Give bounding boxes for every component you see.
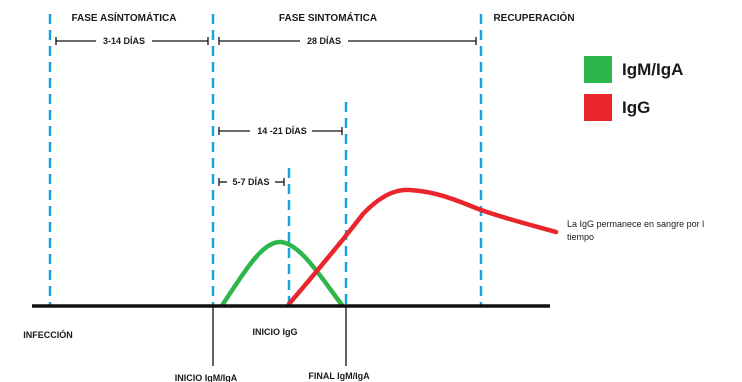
- symptomatic-duration-bracket: [218, 37, 477, 45]
- igg-onset-duration-label: 5-7 DÍAS: [232, 177, 269, 187]
- igg-onset-duration-bracket: [218, 178, 285, 186]
- igg-start-label: INICIO IgG: [253, 327, 298, 337]
- igg-curve: [286, 187, 559, 307]
- igm-window-duration-bracket: [218, 127, 343, 135]
- phase-asymptomatic-label: FASE ASÍNTOMÁTICA: [71, 11, 176, 24]
- incubation-duration-label: 3-14 DÍAS: [103, 36, 145, 46]
- igg-persistence-note-line1: La IgG permanece en sangre por l: [567, 219, 704, 229]
- igm-start-label: INICIO IgM/IgA: [175, 373, 238, 382]
- igm-window-duration-label: 14 -21 DÍAS: [257, 126, 307, 136]
- legend-igm-swatch: [584, 56, 612, 83]
- legend: IgM/IgA IgG: [584, 56, 683, 121]
- legend-igg-label: IgG: [622, 98, 650, 117]
- legend-igm-label: IgM/IgA: [622, 60, 683, 79]
- igg-persistence-note-line2: tiempo: [567, 232, 594, 242]
- igm-end-label: FINAL IgM/IgA: [308, 371, 370, 381]
- infection-label: INFECCIÓN: [23, 329, 73, 340]
- incubation-duration-bracket: [55, 37, 209, 45]
- symptomatic-duration-label: 28 DÍAS: [307, 36, 341, 46]
- legend-igg-swatch: [584, 94, 612, 121]
- phase-symptomatic-label: FASE SINTOMÁTICA: [279, 11, 377, 24]
- phase-recovery-label: RECUPERACIÓN: [493, 11, 574, 24]
- igm-iga-curve: [220, 239, 345, 308]
